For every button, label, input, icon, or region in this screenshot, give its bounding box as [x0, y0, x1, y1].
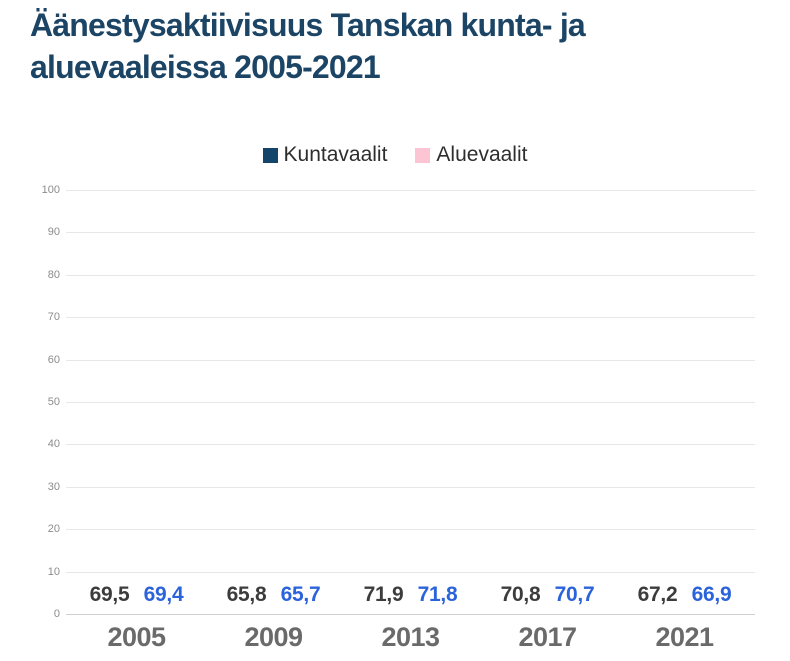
page-title: Äänestysaktiivisuus Tanskan kunta- ja al… — [30, 4, 586, 88]
bar-value-label-aluevaalit-2021: 66,9 — [691, 583, 732, 606]
plot-area: 0 10 20 30 40 50 60 70 80 90 100 69,5 69,4 65,8 65,7 71… — [42, 184, 755, 620]
y-tick-label-0: 0 — [53, 608, 60, 620]
legend-label-kuntavaalit: Kuntavaalit — [283, 143, 388, 166]
bar-value-label-kuntavaalit-2017: 70,8 — [500, 583, 541, 606]
page-title-line-1: Äänestysaktiivisuus Tanskan kunta- ja — [30, 7, 586, 43]
gridline-y-0 — [66, 614, 755, 615]
legend-item-kuntavaalit: Kuntavaalit — [262, 143, 388, 167]
y-tick-label-90: 90 — [47, 226, 60, 239]
x-axis-label-2021: 2021 — [655, 622, 714, 652]
y-tick-label-40: 40 — [47, 438, 60, 451]
gridline-y-30 — [66, 486, 755, 488]
gridline-y-60 — [66, 359, 755, 361]
chart-legend: Kuntavaalit Aluevaalit — [0, 143, 790, 167]
bars-row: 69,5 69,4 65,8 65,7 71,9 71,8 70,8 70,7 67,2 66,9 — [66, 190, 755, 614]
y-tick-label-80: 80 — [47, 268, 60, 281]
legend-swatch-aluevaalit — [415, 147, 431, 163]
y-tick-label-100: 100 — [41, 184, 60, 196]
gridline-y-50 — [66, 402, 755, 403]
x-axis-labels: 2005 2009 2013 2017 2021 — [66, 622, 755, 653]
y-tick-label-60: 60 — [47, 353, 60, 366]
gridline-y-90 — [66, 232, 755, 234]
legend-label-aluevaalit: Aluevaalit — [436, 143, 528, 166]
gridline-y-20 — [66, 529, 755, 531]
bar-value-label-aluevaalit-2013: 71,8 — [417, 583, 458, 606]
bar-value-label-kuntavaalit-2013: 71,9 — [363, 583, 404, 606]
x-axis-label-2013: 2013 — [381, 622, 440, 652]
y-tick-label-20: 20 — [47, 523, 60, 536]
x-axis-label-2005: 2005 — [107, 622, 166, 652]
bar-value-label-aluevaalit-2005: 69,4 — [143, 583, 184, 606]
gridline-y-70 — [66, 317, 755, 319]
y-tick-label-30: 30 — [47, 480, 60, 493]
bar-value-label-kuntavaalit-2009: 65,8 — [226, 583, 267, 606]
x-axis-label-2009: 2009 — [244, 622, 303, 652]
bar-value-label-aluevaalit-2017: 70,7 — [554, 583, 595, 606]
gridline-y-40 — [66, 444, 755, 446]
bar-value-label-kuntavaalit-2005: 69,5 — [89, 583, 130, 606]
gridline-y-100 — [66, 190, 755, 191]
legend-swatch-kuntavaalit — [262, 147, 278, 163]
y-tick-label-50: 50 — [47, 396, 60, 408]
y-tick-label-10: 10 — [47, 565, 60, 578]
x-axis-label-2017: 2017 — [518, 622, 577, 652]
page-title-line-2: aluevaaleissa 2005-2021 — [30, 49, 381, 85]
legend-item-aluevaalit: Aluevaalit — [415, 143, 527, 167]
gridline-y-80 — [66, 274, 755, 276]
gridline-y-10 — [66, 571, 755, 573]
bar-value-label-aluevaalit-2009: 65,7 — [280, 583, 321, 606]
y-tick-label-70: 70 — [47, 311, 60, 324]
bar-value-label-kuntavaalit-2021: 67,2 — [637, 583, 678, 606]
